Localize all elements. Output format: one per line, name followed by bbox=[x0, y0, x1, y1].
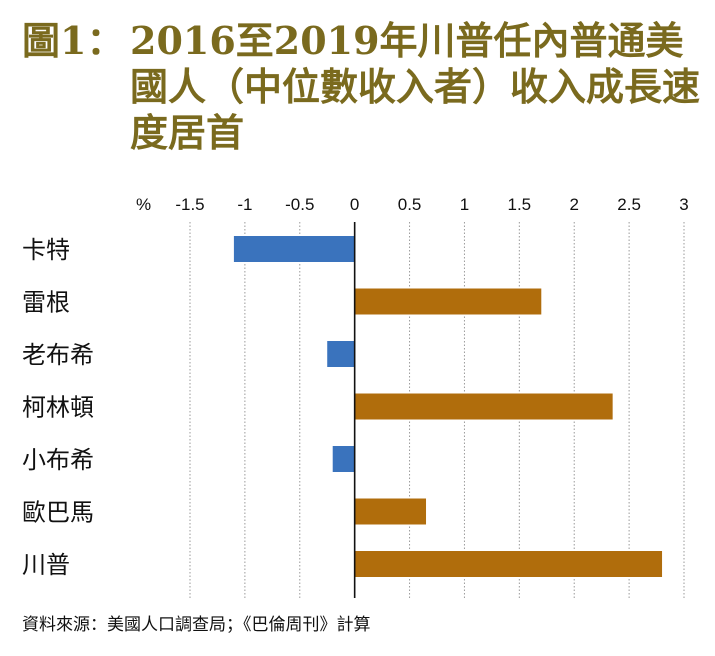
bar bbox=[354, 498, 427, 525]
bar bbox=[327, 341, 355, 367]
category-label: 柯林頓 bbox=[22, 394, 94, 422]
category-label: 歐巴馬 bbox=[22, 499, 94, 527]
bar bbox=[233, 236, 355, 262]
x-tick-label: 1 bbox=[460, 195, 469, 214]
bar bbox=[354, 393, 613, 420]
x-tick-labels: -1.5 -1 -0.5 0 0.5 1 1.5 2 2.5 3 bbox=[175, 195, 688, 214]
bar bbox=[354, 288, 542, 315]
unit-label: % bbox=[136, 195, 151, 214]
x-tick-label: 0.5 bbox=[398, 195, 422, 214]
category-label: 卡特 bbox=[22, 236, 70, 264]
title-text: 2016至2019年川普任內普通美國人（中位數收入者）收入成長速度居首 bbox=[130, 18, 701, 155]
category-label: 小布希 bbox=[22, 446, 94, 474]
x-tick-label: 1.5 bbox=[508, 195, 532, 214]
x-tick-label: 0 bbox=[350, 195, 359, 214]
title-prefix: 圖1： bbox=[22, 18, 125, 63]
bar bbox=[332, 446, 355, 472]
bars bbox=[233, 236, 663, 577]
x-tick-label: 2 bbox=[569, 195, 578, 214]
source-note: 資料來源：美國人口調查局；《巴倫周刊》計算 bbox=[22, 615, 371, 635]
x-tick-label: -1 bbox=[237, 195, 252, 214]
x-tick-label: -0.5 bbox=[285, 195, 314, 214]
x-tick-label: 2.5 bbox=[617, 195, 641, 214]
category-label: 川普 bbox=[22, 551, 70, 579]
category-label: 老布希 bbox=[22, 341, 94, 369]
x-tick-label: 3 bbox=[679, 195, 688, 214]
bar bbox=[354, 551, 663, 577]
x-tick-label: -1.5 bbox=[175, 195, 204, 214]
category-label: 雷根 bbox=[22, 289, 70, 317]
